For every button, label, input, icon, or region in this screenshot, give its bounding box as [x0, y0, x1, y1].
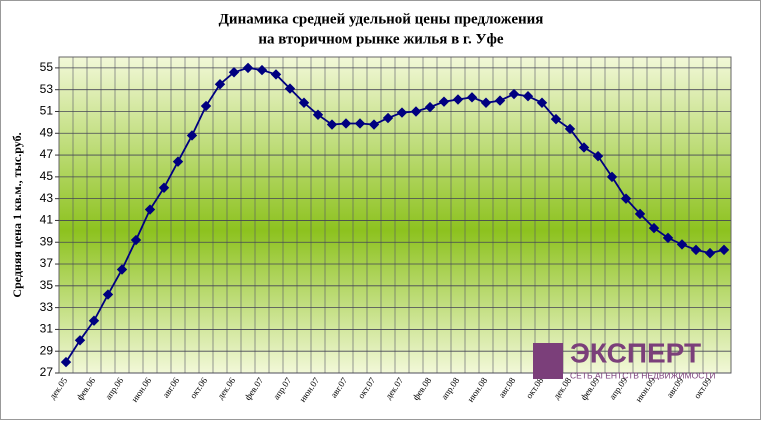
marker [438, 96, 450, 107]
marker [354, 118, 366, 129]
marker [144, 204, 156, 215]
marker [284, 83, 296, 94]
marker [508, 88, 520, 100]
marker [662, 232, 674, 244]
y-tick-label: 31 [40, 322, 54, 336]
marker [494, 95, 506, 106]
marker [172, 156, 184, 167]
y-tick-label: 27 [40, 365, 54, 379]
marker [214, 79, 226, 90]
marker [550, 113, 562, 125]
chart-subtitle: на вторичном рынке жилья в г. Уфе [258, 31, 504, 47]
y-tick-label: 37 [40, 256, 54, 270]
marker [116, 264, 128, 275]
chart-title: Динамика средней удельной цены предложен… [219, 11, 544, 27]
logo-icon [533, 343, 563, 379]
marker [340, 118, 352, 129]
marker [704, 247, 716, 259]
y-tick-label: 39 [40, 234, 54, 248]
marker [648, 222, 660, 234]
marker [326, 119, 338, 130]
marker [228, 67, 240, 78]
y-tick-label: 51 [40, 104, 54, 118]
y-tick-label: 33 [40, 300, 54, 314]
marker [690, 244, 702, 256]
line [65, 66, 725, 363]
marker [620, 193, 632, 204]
marker [452, 94, 464, 105]
y-tick-label: 29 [40, 343, 54, 357]
marker [102, 289, 114, 300]
y-tick-label: 53 [40, 82, 54, 96]
y-tick-label: 45 [40, 169, 54, 183]
marker [368, 119, 380, 130]
y-tick-label: 41 [40, 213, 54, 227]
marker [480, 97, 492, 108]
marker [60, 356, 72, 368]
marker [242, 62, 254, 74]
marker [186, 130, 198, 141]
marker [536, 97, 548, 108]
y-tick-label: 49 [40, 125, 54, 139]
marker [578, 142, 590, 153]
marker [676, 239, 688, 250]
marker [256, 64, 268, 76]
logo-tagline: СЕТЬ АГЕНТСТВ НЕДВИЖИМОСТИ [570, 370, 715, 380]
marker [88, 315, 100, 326]
marker [564, 123, 576, 135]
marker [200, 100, 212, 112]
marker [606, 171, 618, 183]
marker [634, 208, 646, 220]
marker [382, 112, 394, 124]
marker [718, 244, 730, 256]
marker [298, 97, 310, 108]
marker [466, 92, 478, 103]
marker [396, 107, 408, 118]
y-tick-label: 43 [40, 191, 54, 205]
marker [522, 91, 534, 102]
marker [158, 182, 170, 193]
marker [410, 106, 422, 117]
y-tick-label: 47 [40, 147, 54, 161]
marker [74, 335, 86, 346]
marker [312, 109, 324, 120]
marker [270, 69, 282, 80]
marker [592, 150, 604, 162]
logo: ЭКСПЕРТ СЕТЬ АГЕНТСТВ НЕДВИЖИМОСТИ [533, 337, 715, 380]
logo-text: ЭКСПЕРТ [570, 337, 701, 368]
y-tick-label: 55 [40, 60, 54, 74]
marker [424, 101, 436, 113]
y-tick-label: 35 [40, 278, 54, 292]
y-axis-label: Средняя цена 1 кв.м., тыс.руб. [10, 132, 24, 297]
marker [130, 234, 142, 246]
v-grid [72, 57, 718, 373]
